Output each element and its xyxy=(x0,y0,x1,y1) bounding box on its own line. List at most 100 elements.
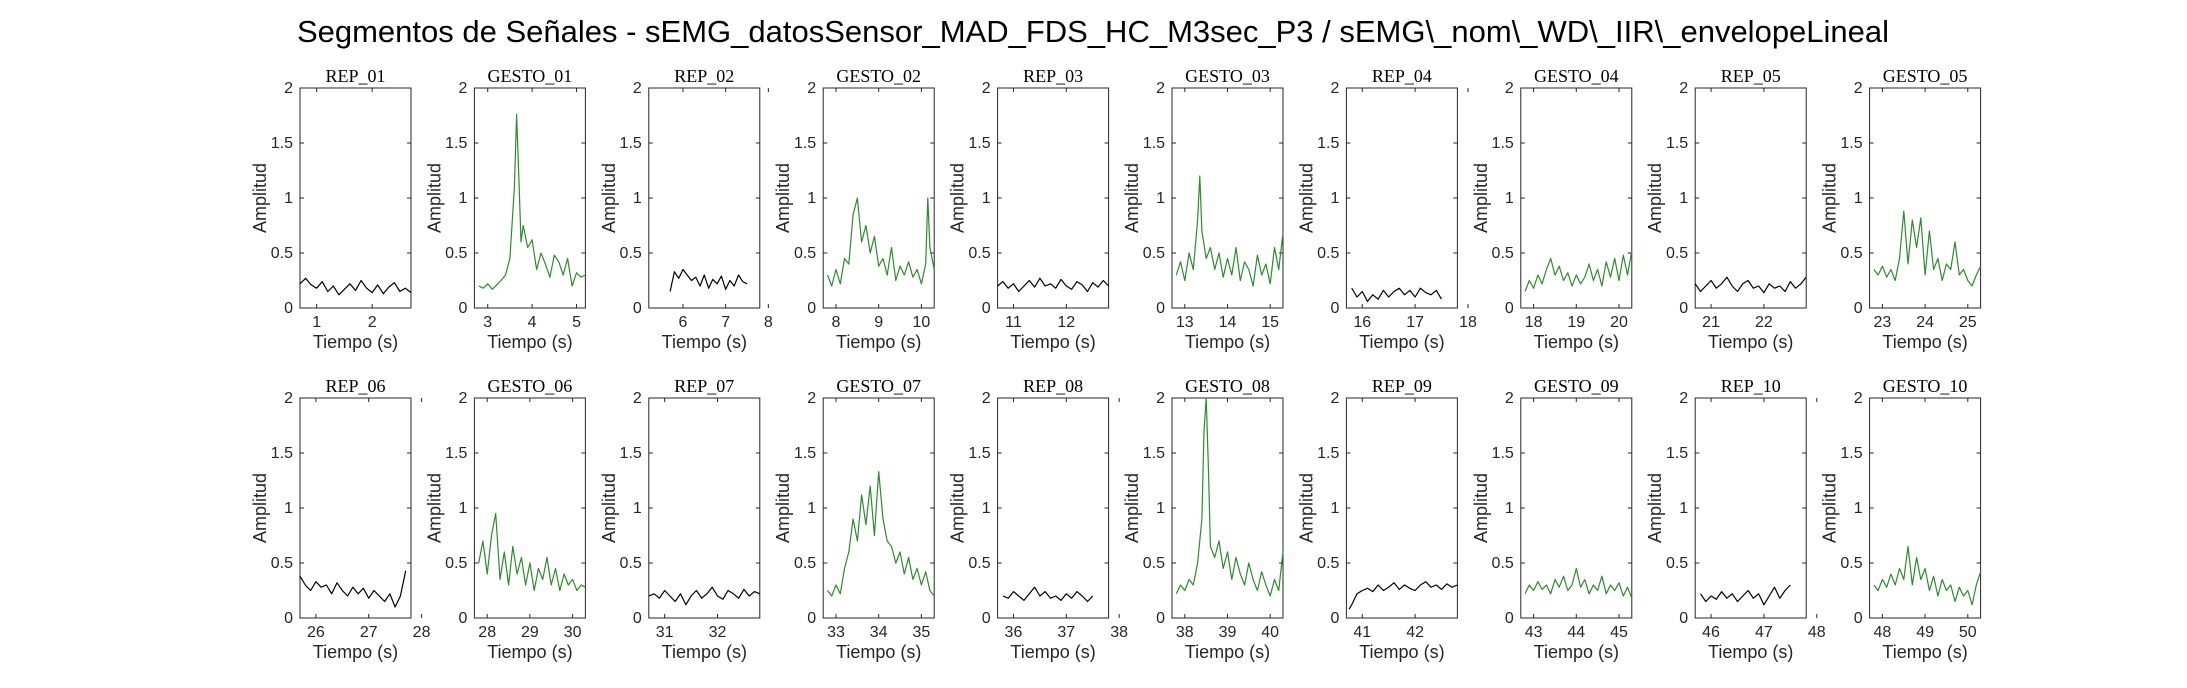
y-tick-label: 1.5 xyxy=(271,135,293,152)
y-axis-label: Amplitud xyxy=(424,473,444,543)
subplot-title: GESTO_02 xyxy=(836,66,921,86)
y-tick-label: 1 xyxy=(458,190,467,207)
y-axis-label: Amplitud xyxy=(424,163,444,233)
x-tick-label: 29 xyxy=(521,624,539,641)
axes-box xyxy=(1345,397,1458,619)
y-axis-label: Amplitud xyxy=(599,473,619,543)
series-line xyxy=(1175,175,1284,287)
y-tick-label: 1.5 xyxy=(620,445,642,462)
y-tick-label: 1.5 xyxy=(1317,135,1339,152)
x-tick-label: 14 xyxy=(1219,314,1237,331)
x-axis-label: Tiempo (s) xyxy=(1708,332,1793,352)
subplot-rep-02: REP_02 0 0.5 1 1.5 2 6 7 8 Tiempo (s) Amplitud xyxy=(599,66,773,352)
y-tick-label: 1.5 xyxy=(794,135,816,152)
x-tick-label: 41 xyxy=(1353,624,1371,641)
y-axis-label: Amplitud xyxy=(1820,473,1840,543)
x-tick-label: 45 xyxy=(1610,624,1628,641)
subplot-title: GESTO_10 xyxy=(1883,376,1968,396)
x-tick-label: 16 xyxy=(1353,314,1371,331)
x-tick-label: 17 xyxy=(1406,314,1424,331)
y-tick-label: 2 xyxy=(284,390,293,407)
series-line xyxy=(299,570,407,608)
series-line xyxy=(1873,210,1982,287)
subplot-title: REP_09 xyxy=(1372,376,1432,396)
axes-box xyxy=(1345,87,1458,309)
subplot-title: REP_03 xyxy=(1023,66,1083,86)
x-tick-label: 34 xyxy=(870,624,888,641)
y-tick-label: 1.5 xyxy=(794,445,816,462)
y-tick-label: 0.5 xyxy=(794,555,816,572)
y-tick-label: 0 xyxy=(1854,610,1863,627)
x-tick-label: 46 xyxy=(1702,624,1720,641)
y-tick-label: 1.5 xyxy=(1840,445,1862,462)
axes-box xyxy=(648,397,761,619)
y-tick-label: 1 xyxy=(1156,500,1165,517)
y-tick-label: 1 xyxy=(458,500,467,517)
x-axis-label: Tiempo (s) xyxy=(1010,642,1095,662)
y-tick-label: 2 xyxy=(633,80,642,97)
x-axis-label: Tiempo (s) xyxy=(836,332,921,352)
y-tick-label: 2 xyxy=(1505,390,1514,407)
x-axis-label: Tiempo (s) xyxy=(487,642,572,662)
y-tick-label: 0 xyxy=(1156,300,1165,317)
x-tick-label: 30 xyxy=(564,624,582,641)
y-axis-label: Amplitud xyxy=(1645,163,1665,233)
y-tick-label: 0 xyxy=(284,610,293,627)
y-axis-label: Amplitud xyxy=(599,163,619,233)
y-tick-label: 1.5 xyxy=(1143,135,1165,152)
axes-box xyxy=(1694,87,1807,309)
axes-box xyxy=(1520,397,1633,619)
subplot-title: REP_06 xyxy=(325,376,385,396)
subplot-title: GESTO_09 xyxy=(1534,376,1619,396)
axes-box xyxy=(648,87,761,309)
axes-box xyxy=(1869,397,1982,619)
y-tick-label: 0 xyxy=(982,300,991,317)
y-tick-label: 1.5 xyxy=(968,135,990,152)
y-axis-label: Amplitud xyxy=(948,473,968,543)
axes-box xyxy=(299,397,412,619)
y-tick-label: 0 xyxy=(1330,300,1339,317)
y-tick-label: 2 xyxy=(1854,80,1863,97)
y-tick-label: 1.5 xyxy=(1666,445,1688,462)
y-tick-label: 0.5 xyxy=(1143,245,1165,262)
y-tick-label: 1 xyxy=(1505,500,1514,517)
x-axis-label: Tiempo (s) xyxy=(1882,642,1967,662)
subplot-title: GESTO_05 xyxy=(1883,66,1968,86)
subplot-title: GESTO_03 xyxy=(1185,66,1270,86)
x-axis-label: Tiempo (s) xyxy=(313,642,398,662)
y-tick-label: 0 xyxy=(1854,300,1863,317)
axes-box xyxy=(997,397,1110,619)
y-axis-label: Amplitud xyxy=(1122,473,1142,543)
y-tick-label: 1 xyxy=(1156,190,1165,207)
y-tick-label: 2 xyxy=(982,80,991,97)
y-tick-label: 0 xyxy=(982,610,991,627)
y-tick-label: 1.5 xyxy=(620,135,642,152)
series-line xyxy=(669,268,748,292)
x-axis-label: Tiempo (s) xyxy=(1359,642,1444,662)
y-tick-label: 1 xyxy=(1854,190,1863,207)
x-tick-label: 50 xyxy=(1959,624,1977,641)
x-tick-label: 22 xyxy=(1755,314,1773,331)
series-line xyxy=(826,197,935,287)
y-tick-label: 1.5 xyxy=(1317,445,1339,462)
x-tick-label: 8 xyxy=(764,314,773,331)
y-tick-label: 0.5 xyxy=(1666,245,1688,262)
y-tick-label: 2 xyxy=(982,390,991,407)
y-tick-label: 0.5 xyxy=(1492,245,1514,262)
subplot-title: REP_08 xyxy=(1023,376,1083,396)
series-line xyxy=(1694,276,1807,294)
series-line xyxy=(1002,586,1094,603)
series-line xyxy=(478,113,586,290)
y-tick-label: 0 xyxy=(1505,300,1514,317)
y-tick-label: 0.5 xyxy=(445,245,467,262)
x-tick-label: 23 xyxy=(1874,314,1892,331)
y-axis-label: Amplitud xyxy=(1471,163,1491,233)
x-tick-label: 28 xyxy=(413,624,431,641)
x-tick-label: 13 xyxy=(1176,314,1194,331)
x-axis-label: Tiempo (s) xyxy=(1708,642,1793,662)
